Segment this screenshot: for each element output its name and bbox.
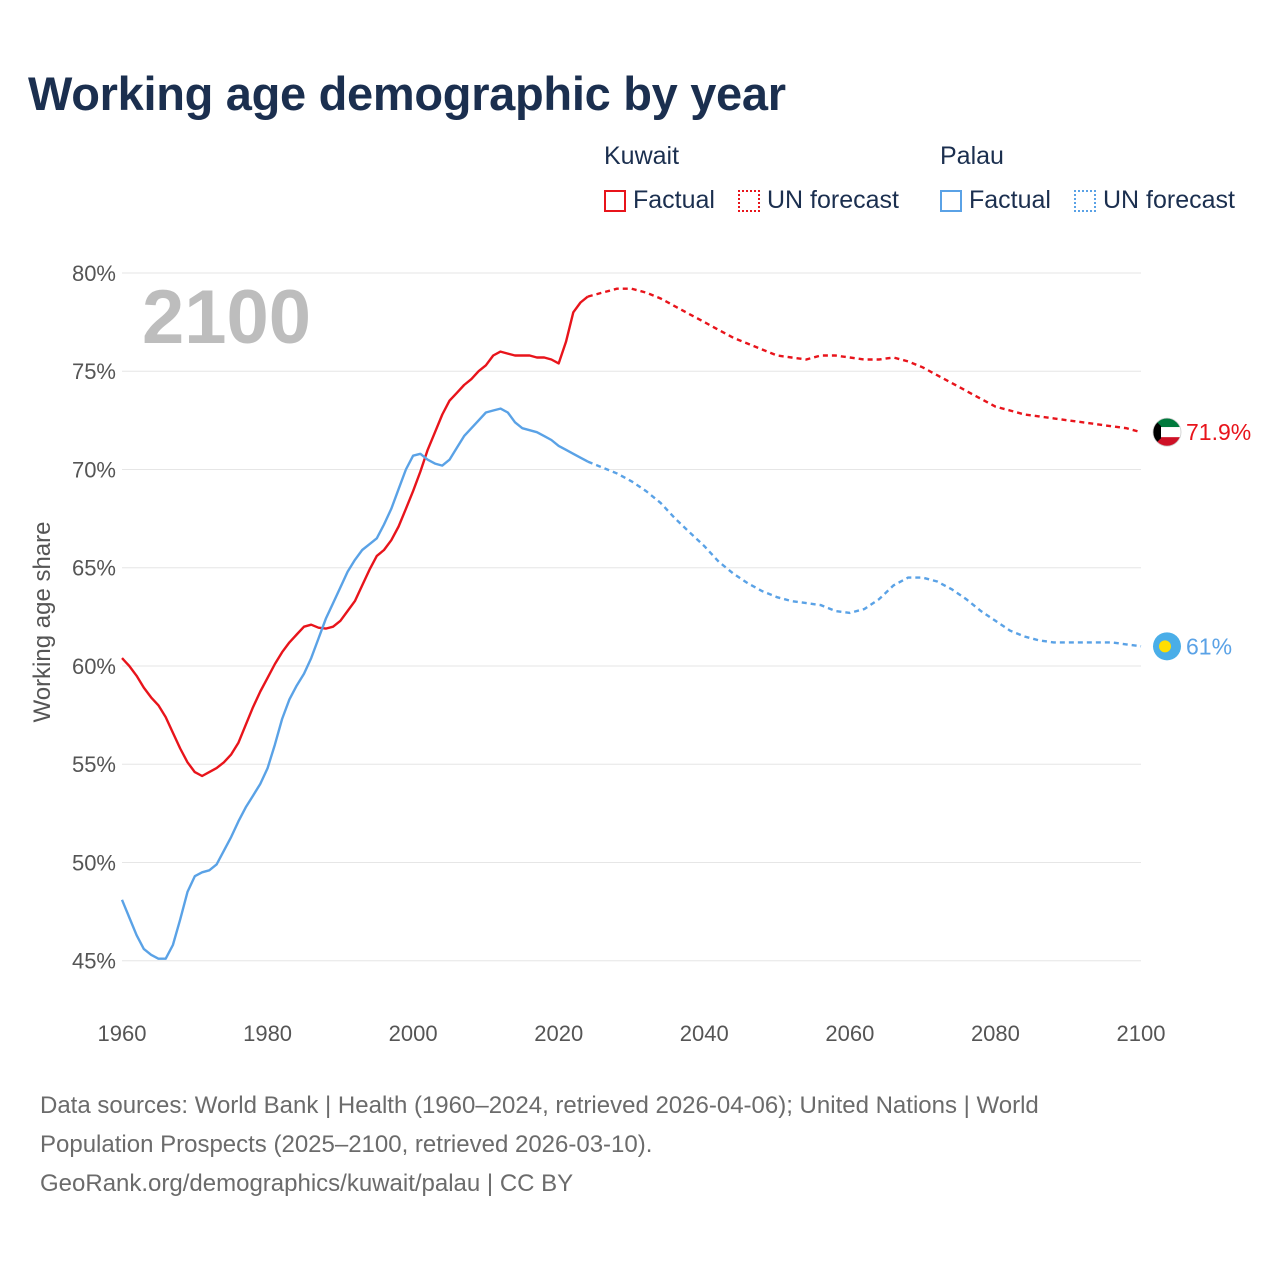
kuwait-forecast-line[interactable] (587, 287, 1142, 434)
x-tick-label: 2020 (534, 1021, 583, 1046)
y-tick-label: 50% (72, 850, 116, 875)
kuwait-flag-icon (1152, 417, 1182, 447)
kuwait-end-label: 71.9% (1186, 419, 1251, 445)
legend-kuwait-forecast[interactable]: UN forecast (738, 186, 899, 215)
x-tick-label: 2100 (1117, 1021, 1166, 1046)
y-tick-label: 55% (72, 752, 116, 777)
palau-factual-line[interactable] (120, 407, 589, 960)
legend-palau-forecast-text: UN forecast (1103, 186, 1235, 214)
y-tick-label: 60% (72, 654, 116, 679)
x-tick-label: 1960 (98, 1021, 147, 1046)
y-tick-label: 65% (72, 556, 116, 581)
legend-palau-forecast-swatch (1074, 189, 1096, 212)
y-tick-label: 70% (72, 457, 116, 482)
footer-sources-line1: Data sources: World Bank | Health (1960–… (40, 1092, 1039, 1119)
legend-palau-factual-swatch (940, 189, 962, 212)
legend-kuwait-factual-text: Factual (633, 186, 715, 214)
footer-sources-line2: Population Prospects (2025–2100, retriev… (40, 1131, 653, 1158)
legend-kuwait-forecast-swatch (738, 189, 760, 212)
palau-forecast-line[interactable] (587, 460, 1142, 648)
x-axis-ticks: 1960 1980 2000 2020 2040 2060 2080 2100 (98, 1021, 1166, 1046)
legend-palau: Palau Factual UN forecast (940, 142, 1250, 222)
legend-kuwait-label: Kuwait (604, 142, 680, 170)
footer: Data sources: World Bank | Health (1960–… (40, 1086, 1240, 1203)
y-axis-label: Working age share (29, 522, 56, 723)
year-overlay: 2100 (142, 275, 311, 360)
x-tick-label: 1980 (243, 1021, 292, 1046)
x-tick-label: 2000 (389, 1021, 438, 1046)
legend-kuwait-forecast-text: UN forecast (767, 186, 899, 214)
y-tick-label: 45% (72, 949, 116, 974)
legend-palau-forecast[interactable]: UN forecast (1074, 186, 1235, 215)
legend-kuwait: Kuwait Factual UN forecast (604, 142, 914, 222)
legend-palau-label: Palau (940, 142, 1004, 170)
y-axis-ticks: 45% 50% 55% 60% 65% 70% 75% 80% (72, 261, 116, 974)
y-tick-label: 75% (72, 359, 116, 384)
line-chart: 45% 50% 55% 60% 65% 70% 75% 80% 1960 1980 2000 202… (29, 261, 1251, 1046)
legend-palau-factual-text: Factual (969, 186, 1051, 214)
legend-kuwait-factual[interactable]: Factual (604, 186, 715, 215)
x-tick-label: 2080 (971, 1021, 1020, 1046)
series-lines (120, 287, 1142, 960)
end-markers: 71.9% 61% (1152, 417, 1251, 661)
chart-title: Working age demographic by year (28, 67, 786, 120)
palau-flag-icon (1153, 632, 1181, 661)
x-tick-label: 2040 (680, 1021, 729, 1046)
kuwait-factual-line[interactable] (121, 295, 589, 778)
y-tick-label: 80% (72, 261, 116, 286)
footer-credit-link[interactable]: GeoRank.org/demographics/kuwait/palau | … (40, 1170, 574, 1197)
legend-palau-factual[interactable]: Factual (940, 186, 1051, 215)
grid-lines (122, 272, 1141, 962)
legend-kuwait-factual-swatch (604, 189, 626, 212)
x-tick-label: 2060 (825, 1021, 874, 1046)
palau-end-label: 61% (1186, 633, 1232, 659)
